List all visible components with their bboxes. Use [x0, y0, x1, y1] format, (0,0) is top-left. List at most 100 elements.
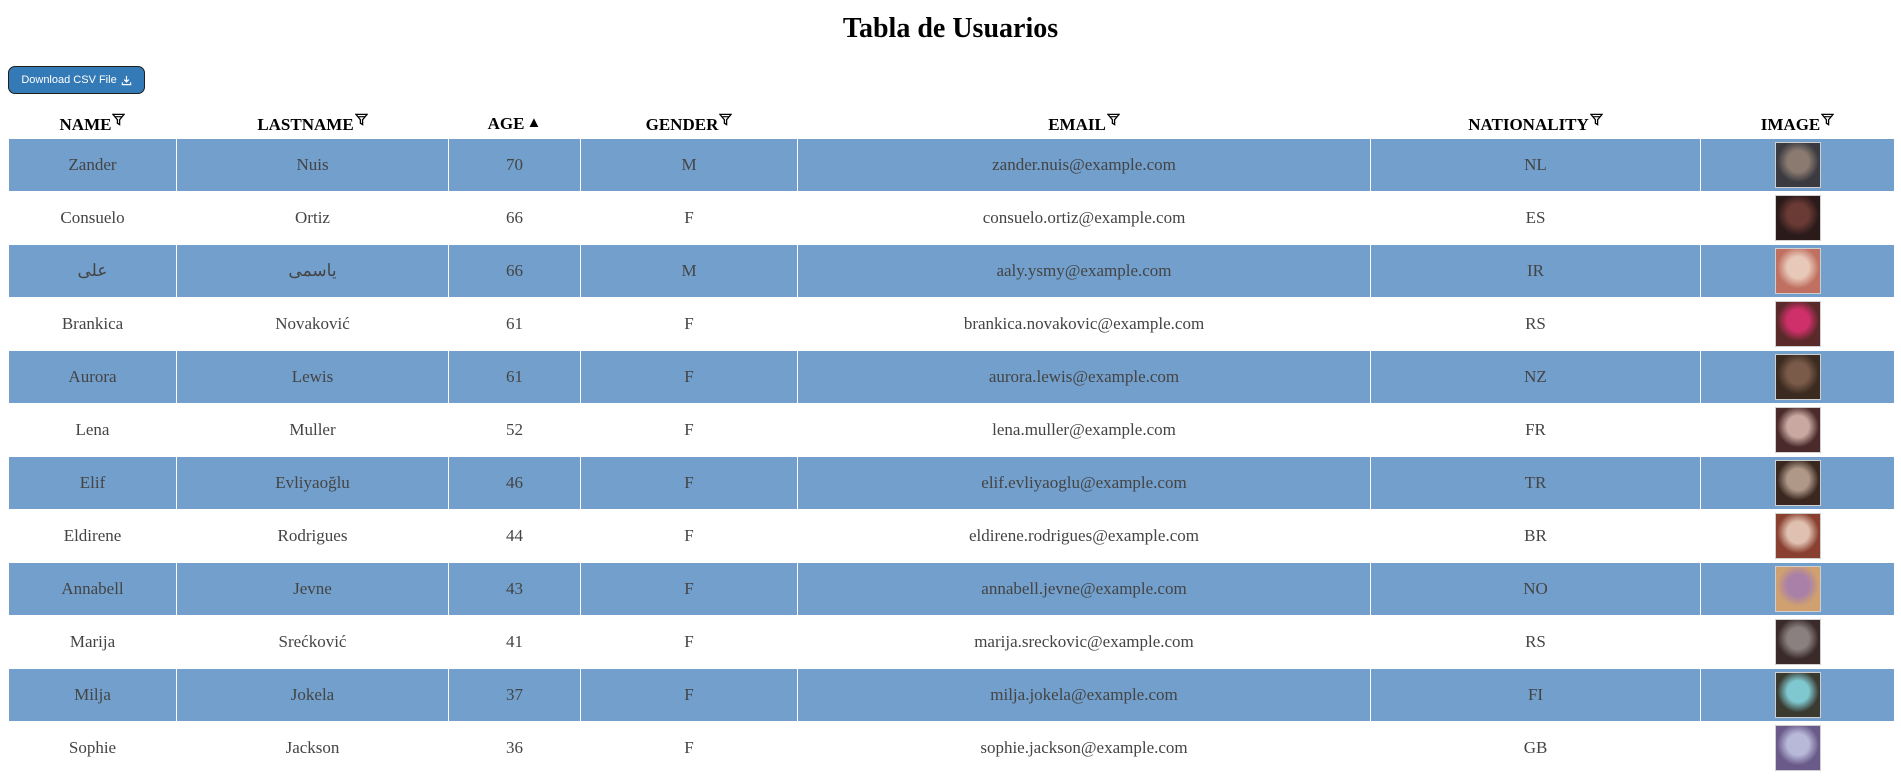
- column-header-label: NAME: [59, 114, 112, 134]
- cell-name: علی: [8, 244, 177, 298]
- cell-gender: F: [580, 297, 798, 351]
- filter-icon[interactable]: [1106, 113, 1120, 126]
- cell-lastname: یاسمی: [176, 244, 449, 298]
- avatar: [1774, 619, 1821, 665]
- filter-icon[interactable]: [719, 113, 733, 126]
- cell-gender: F: [580, 615, 798, 669]
- cell-gender: M: [580, 139, 798, 192]
- cell-age: 61: [448, 350, 581, 404]
- avatar: [1774, 513, 1821, 559]
- cell-name: Zander: [8, 139, 177, 192]
- avatar: [1774, 195, 1821, 241]
- cell-email: elif.evliyaoglu@example.com: [797, 456, 1371, 510]
- avatar: [1774, 354, 1821, 400]
- cell-email: aurora.lewis@example.com: [797, 350, 1371, 404]
- cell-gender: F: [580, 562, 798, 616]
- avatar: [1774, 248, 1821, 294]
- column-header-label: AGE: [487, 113, 525, 133]
- cell-name: Consuelo: [8, 191, 177, 245]
- cell-age: 61: [448, 297, 581, 351]
- cell-lastname: Ortiz: [176, 191, 449, 245]
- download-csv-button[interactable]: Download CSV File: [8, 66, 145, 94]
- cell-email: marija.sreckovic@example.com: [797, 615, 1371, 669]
- cell-gender: F: [580, 721, 798, 775]
- cell-lastname: Lewis: [176, 350, 449, 404]
- cell-email: aaly.ysmy@example.com: [797, 244, 1371, 298]
- cell-nationality: NZ: [1370, 350, 1701, 404]
- cell-age: 46: [448, 456, 581, 510]
- cell-age: 66: [448, 244, 581, 298]
- cell-image: [1700, 297, 1895, 351]
- cell-email: sophie.jackson@example.com: [797, 721, 1371, 775]
- cell-age: 41: [448, 615, 581, 669]
- column-header-email[interactable]: EMAIL: [798, 108, 1371, 139]
- cell-nationality: IR: [1370, 244, 1701, 298]
- cell-lastname: Muller: [176, 403, 449, 457]
- cell-nationality: NL: [1370, 139, 1701, 192]
- page-title: Tabla de Usuarios: [842, 13, 1059, 44]
- cell-email: lena.muller@example.com: [797, 403, 1371, 457]
- cell-age: 36: [448, 721, 581, 775]
- column-header-age[interactable]: AGE ▲: [449, 108, 581, 139]
- cell-name: Elif: [8, 456, 177, 510]
- cell-gender: F: [580, 350, 798, 404]
- column-header-label: GENDER: [645, 114, 719, 134]
- avatar: [1774, 407, 1821, 453]
- cell-age: 70: [448, 139, 581, 192]
- filter-icon[interactable]: [1589, 113, 1603, 126]
- cell-name: Lena: [8, 403, 177, 457]
- cell-nationality: GB: [1370, 721, 1701, 775]
- cell-image: [1700, 509, 1895, 563]
- filter-icon[interactable]: [112, 113, 126, 126]
- cell-name: Milja: [8, 668, 177, 722]
- avatar: [1774, 725, 1821, 771]
- column-header-name[interactable]: NAME: [9, 108, 177, 139]
- cell-name: Annabell: [8, 562, 177, 616]
- column-header-image[interactable]: IMAGE: [1701, 108, 1895, 139]
- cell-image: [1700, 139, 1895, 192]
- cell-nationality: RS: [1370, 615, 1701, 669]
- column-header-nationality[interactable]: NATIONALITY: [1371, 108, 1701, 139]
- cell-image: [1700, 244, 1895, 298]
- cell-email: brankica.novakovic@example.com: [797, 297, 1371, 351]
- cell-image: [1700, 403, 1895, 457]
- cell-nationality: ES: [1370, 191, 1701, 245]
- sort-ascending-icon[interactable]: ▲: [526, 114, 542, 131]
- cell-name: Eldirene: [8, 509, 177, 563]
- cell-lastname: Jevne: [176, 562, 449, 616]
- cell-gender: F: [580, 191, 798, 245]
- cell-age: 37: [448, 668, 581, 722]
- cell-nationality: BR: [1370, 509, 1701, 563]
- cell-gender: M: [580, 244, 798, 298]
- cell-image: [1700, 456, 1895, 510]
- cell-image: [1700, 721, 1895, 775]
- column-header-gender[interactable]: GENDER: [581, 108, 798, 139]
- cell-nationality: RS: [1370, 297, 1701, 351]
- cell-age: 44: [448, 509, 581, 563]
- cell-nationality: FR: [1370, 403, 1701, 457]
- cell-nationality: TR: [1370, 456, 1701, 510]
- cell-email: annabell.jevne@example.com: [797, 562, 1371, 616]
- filter-icon[interactable]: [1821, 113, 1835, 126]
- column-header-lastname[interactable]: LASTNAME: [177, 108, 449, 139]
- cell-image: [1700, 350, 1895, 404]
- cell-image: [1700, 615, 1895, 669]
- column-header-label: NATIONALITY: [1468, 114, 1589, 134]
- cell-lastname: Srećković: [176, 615, 449, 669]
- cell-email: milja.jokela@example.com: [797, 668, 1371, 722]
- cell-gender: F: [580, 403, 798, 457]
- cell-email: consuelo.ortiz@example.com: [797, 191, 1371, 245]
- avatar: [1774, 301, 1821, 347]
- column-header-label: IMAGE: [1760, 114, 1821, 134]
- filter-icon[interactable]: [354, 113, 368, 126]
- cell-nationality: FI: [1370, 668, 1701, 722]
- cell-name: Sophie: [8, 721, 177, 775]
- download-csv-label: Download CSV File: [21, 74, 117, 86]
- cell-age: 66: [448, 191, 581, 245]
